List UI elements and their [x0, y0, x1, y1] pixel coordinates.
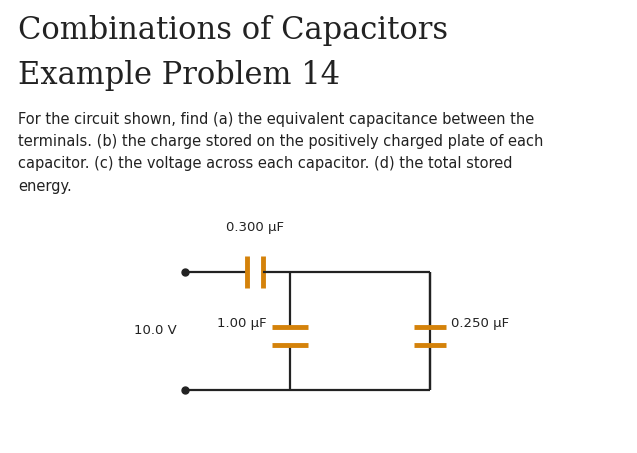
Text: Example Problem 14: Example Problem 14	[18, 60, 340, 91]
Text: 1.00 μF: 1.00 μF	[217, 318, 267, 331]
Text: For the circuit shown, find (a) the equivalent capacitance between the
terminals: For the circuit shown, find (a) the equi…	[18, 112, 543, 193]
Text: 0.300 μF: 0.300 μF	[226, 221, 284, 234]
Text: 0.250 μF: 0.250 μF	[451, 318, 509, 331]
Text: 10.0 V: 10.0 V	[134, 324, 177, 337]
Text: Combinations of Capacitors: Combinations of Capacitors	[18, 15, 448, 46]
